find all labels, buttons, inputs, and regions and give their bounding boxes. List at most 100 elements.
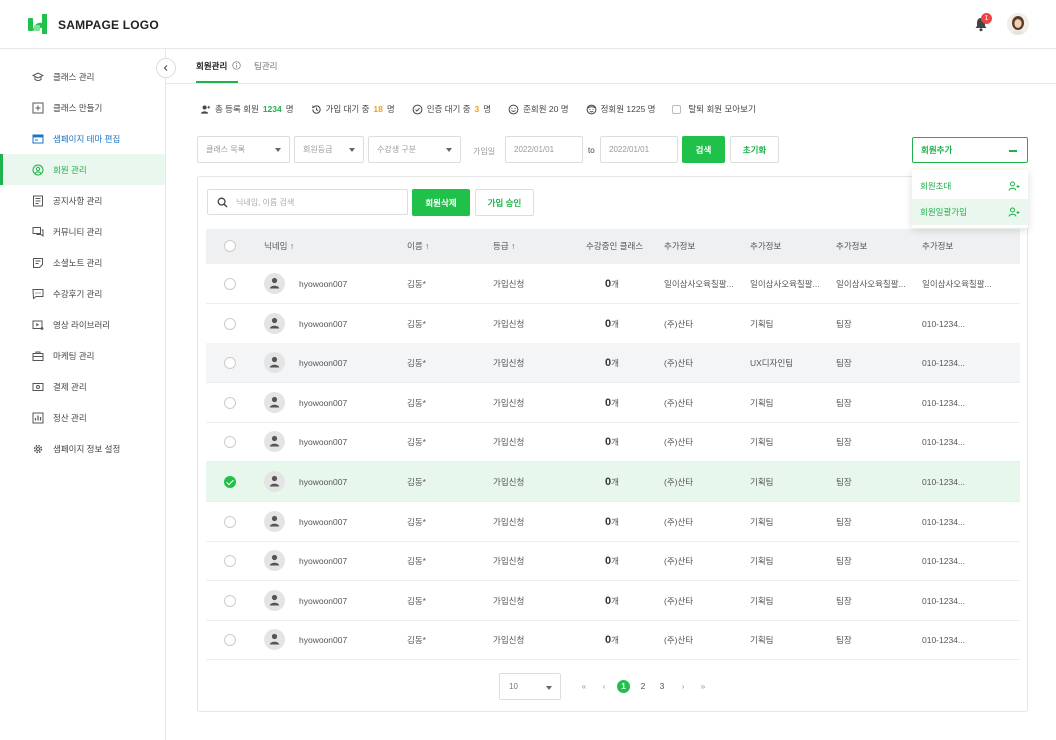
cell-name: 김동* — [407, 516, 426, 527]
logo[interactable]: SAMPAGE LOGO — [28, 14, 159, 36]
cell-name: 김동* — [407, 477, 426, 487]
sidebar-item-video-library[interactable]: 영상 라이브러리 — [0, 309, 165, 340]
last-page-button[interactable]: » — [700, 681, 706, 691]
sidebar-item-payment[interactable]: 결제 관리 — [0, 371, 165, 402]
sidebar-item-class-manage[interactable]: 클래스 관리 — [0, 61, 165, 92]
tab-team-manage[interactable]: 팀관리 — [254, 61, 278, 71]
row-checkbox[interactable] — [224, 357, 236, 370]
table-row[interactable]: hyowoon007 김동* 가입신청 0개 (주)산타 기획팀 팀장 010-1234... — [206, 620, 1020, 661]
cell-nickname: hyowoon007 — [299, 437, 348, 448]
cell-info1: (주)산타 — [664, 437, 694, 448]
student-type-select[interactable]: 수강생 구분 — [368, 136, 461, 163]
sidebar-item-settings[interactable]: 샘페이지 정보 설정 — [0, 433, 165, 464]
add-member-button[interactable]: 회원추가 — [912, 137, 1028, 163]
table-row[interactable]: hyowoon007 김동* 가입신청 0개 (주)산타 기획팀 팀장 010-1234... — [206, 541, 1020, 582]
column-header-class-count: 수강중인 클래스 — [586, 241, 644, 251]
user-circle-icon — [32, 164, 44, 175]
sidebar-item-class-create[interactable]: 클래스 만들기 — [0, 92, 165, 123]
table-row[interactable]: hyowoon007 김동* 가입신청 0개 (주)산타 기획팀 팀장 010-1234... — [206, 502, 1020, 542]
cell-info2: 일이삼사오육칠팔... — [750, 279, 820, 289]
next-page-button[interactable]: › — [681, 681, 685, 691]
row-checkbox[interactable] — [224, 278, 236, 290]
menu-item-bulk-join[interactable]: 회원일괄가입 — [912, 199, 1028, 225]
user-avatar[interactable] — [1007, 13, 1029, 35]
select-all-radio[interactable] — [224, 240, 236, 252]
cell-grade: 가입신청 — [493, 318, 525, 329]
cell-name: 김동* — [407, 318, 426, 329]
table-row[interactable]: hyowoon007 김동* 가입신청 0개 (주)산타 UX디자인팀 팀장 010-1234… — [206, 343, 1020, 384]
sidebar-item-notice[interactable]: 공지사항 관리 — [0, 185, 165, 216]
date-from-input[interactable]: 2022/01/01 — [505, 136, 583, 163]
row-checkbox[interactable] — [224, 594, 236, 607]
sidebar-item-community[interactable]: 커뮤니티 관리 — [0, 216, 165, 247]
member-grade-select[interactable]: 회원등급 — [294, 136, 364, 163]
delete-member-button[interactable]: 회원삭제 — [412, 189, 470, 216]
sidebar-item-review[interactable]: 수강후기 관리 — [0, 278, 165, 309]
reset-button[interactable]: 초기화 — [730, 136, 779, 163]
sidebar-item-label: 커뮤니티 관리 — [53, 226, 103, 237]
info-icon[interactable] — [231, 61, 241, 70]
column-header-grade[interactable]: 등급 ↑ — [493, 241, 516, 251]
sidebar-collapse-button[interactable] — [156, 58, 176, 78]
prev-page-button[interactable]: ‹ — [602, 681, 606, 691]
sidebar-item-marketing[interactable]: 마케팅 관리 — [0, 340, 165, 371]
table-row[interactable]: hyowoon007 김동* 가입신청 0개 (주)산타 기획팀 팀장 010-1234... — [206, 422, 1020, 463]
cell-name: 김동* — [407, 437, 426, 448]
withdrawn-toggle[interactable]: 탈퇴 회원 모아보기 — [672, 103, 756, 115]
face-icon — [586, 104, 596, 114]
person-icon — [269, 396, 280, 408]
notification-badge: 1 — [981, 13, 992, 24]
cell-nickname: hyowoon007 — [299, 635, 348, 646]
cell-name: 김동* — [407, 635, 426, 646]
tab-member-manage[interactable]: 회원관리 — [196, 60, 241, 72]
date-to-input[interactable]: 2022/01/01 — [600, 136, 678, 163]
table-row[interactable]: hyowoon007 김동* 가입신청 0개 일이삼사오육칠팔... 일이삼사오육칠팔..… — [206, 264, 1020, 304]
member-search-input[interactable]: 닉네임, 이름 검색 — [207, 189, 408, 215]
page-button-1[interactable]: 1 — [617, 680, 630, 693]
table-row[interactable]: hyowoon007 김동* 가입신청 0개 (주)산타 기획팀 팀장 010-1234... — [206, 581, 1020, 621]
person-icon — [269, 317, 280, 329]
cell-count: 0개 — [605, 317, 619, 330]
class-list-select[interactable]: 클래스 목록 — [197, 136, 290, 163]
logo-text: SAMPAGE LOGO — [58, 18, 159, 32]
cell-count: 0개 — [605, 594, 619, 607]
withdrawn-checkbox[interactable] — [672, 104, 682, 114]
column-header-extra-4: 추가정보 — [922, 241, 954, 251]
user-plus-icon — [1008, 207, 1020, 217]
row-checkbox[interactable] — [224, 555, 236, 568]
row-checkbox[interactable] — [224, 515, 236, 528]
sidebar-item-member-manage[interactable]: 회원 관리 — [0, 154, 165, 185]
menu-item-invite[interactable]: 회원초대 — [912, 173, 1028, 199]
column-header-nickname[interactable]: 닉네임 ↑ — [264, 241, 295, 251]
table-row[interactable]: hyowoon007 김동* 가입신청 0개 (주)산타 기획팀 팀장 010-1234... — [206, 383, 1020, 423]
graduation-cap-icon — [32, 71, 44, 81]
approve-join-button[interactable]: 가입 승인 — [475, 189, 534, 216]
page-button-3[interactable]: 3 — [659, 681, 665, 691]
row-checkbox[interactable] — [224, 436, 236, 449]
stat-regular: 정회원 1225 명 — [586, 103, 655, 115]
cell-nickname: hyowoon007 — [299, 358, 348, 369]
chat-bubbles-icon — [32, 226, 44, 237]
sidebar-item-settlement[interactable]: 정산 관리 — [0, 402, 165, 433]
first-page-button[interactable]: « — [581, 681, 587, 691]
caret-down-icon — [349, 148, 355, 152]
table-row[interactable]: hyowoon007 김동* 가입신청 0개 (주)산타 기획팀 팀장 010-1234... — [206, 462, 1020, 502]
cell-info4: 010-1234... — [922, 397, 966, 408]
row-checkbox[interactable] — [224, 634, 236, 647]
page-button-2[interactable]: 2 — [640, 681, 646, 691]
add-square-icon — [32, 102, 44, 113]
person-icon — [269, 475, 280, 487]
chevron-left-icon — [163, 65, 168, 71]
row-checkbox-checked[interactable] — [224, 476, 236, 488]
cell-grade: 가입신청 — [493, 477, 525, 487]
column-header-name[interactable]: 이름 ↑ — [407, 241, 430, 251]
search-button[interactable]: 검색 — [682, 136, 725, 163]
sidebar-item-social-note[interactable]: 소셜노트 관리 — [0, 247, 165, 278]
row-checkbox[interactable] — [224, 396, 236, 409]
sidebar-item-label: 영상 라이브러리 — [53, 319, 111, 330]
page-size-select[interactable]: 10 — [499, 673, 561, 700]
table-row[interactable]: hyowoon007 김동* 가입신청 0개 (주)산타 기획팀 팀장 010-1234... — [206, 304, 1020, 344]
sidebar-item-theme-edit[interactable]: 샘페이지 테마 편집 — [0, 123, 165, 154]
gear-icon — [33, 444, 43, 453]
row-checkbox[interactable] — [224, 317, 236, 330]
